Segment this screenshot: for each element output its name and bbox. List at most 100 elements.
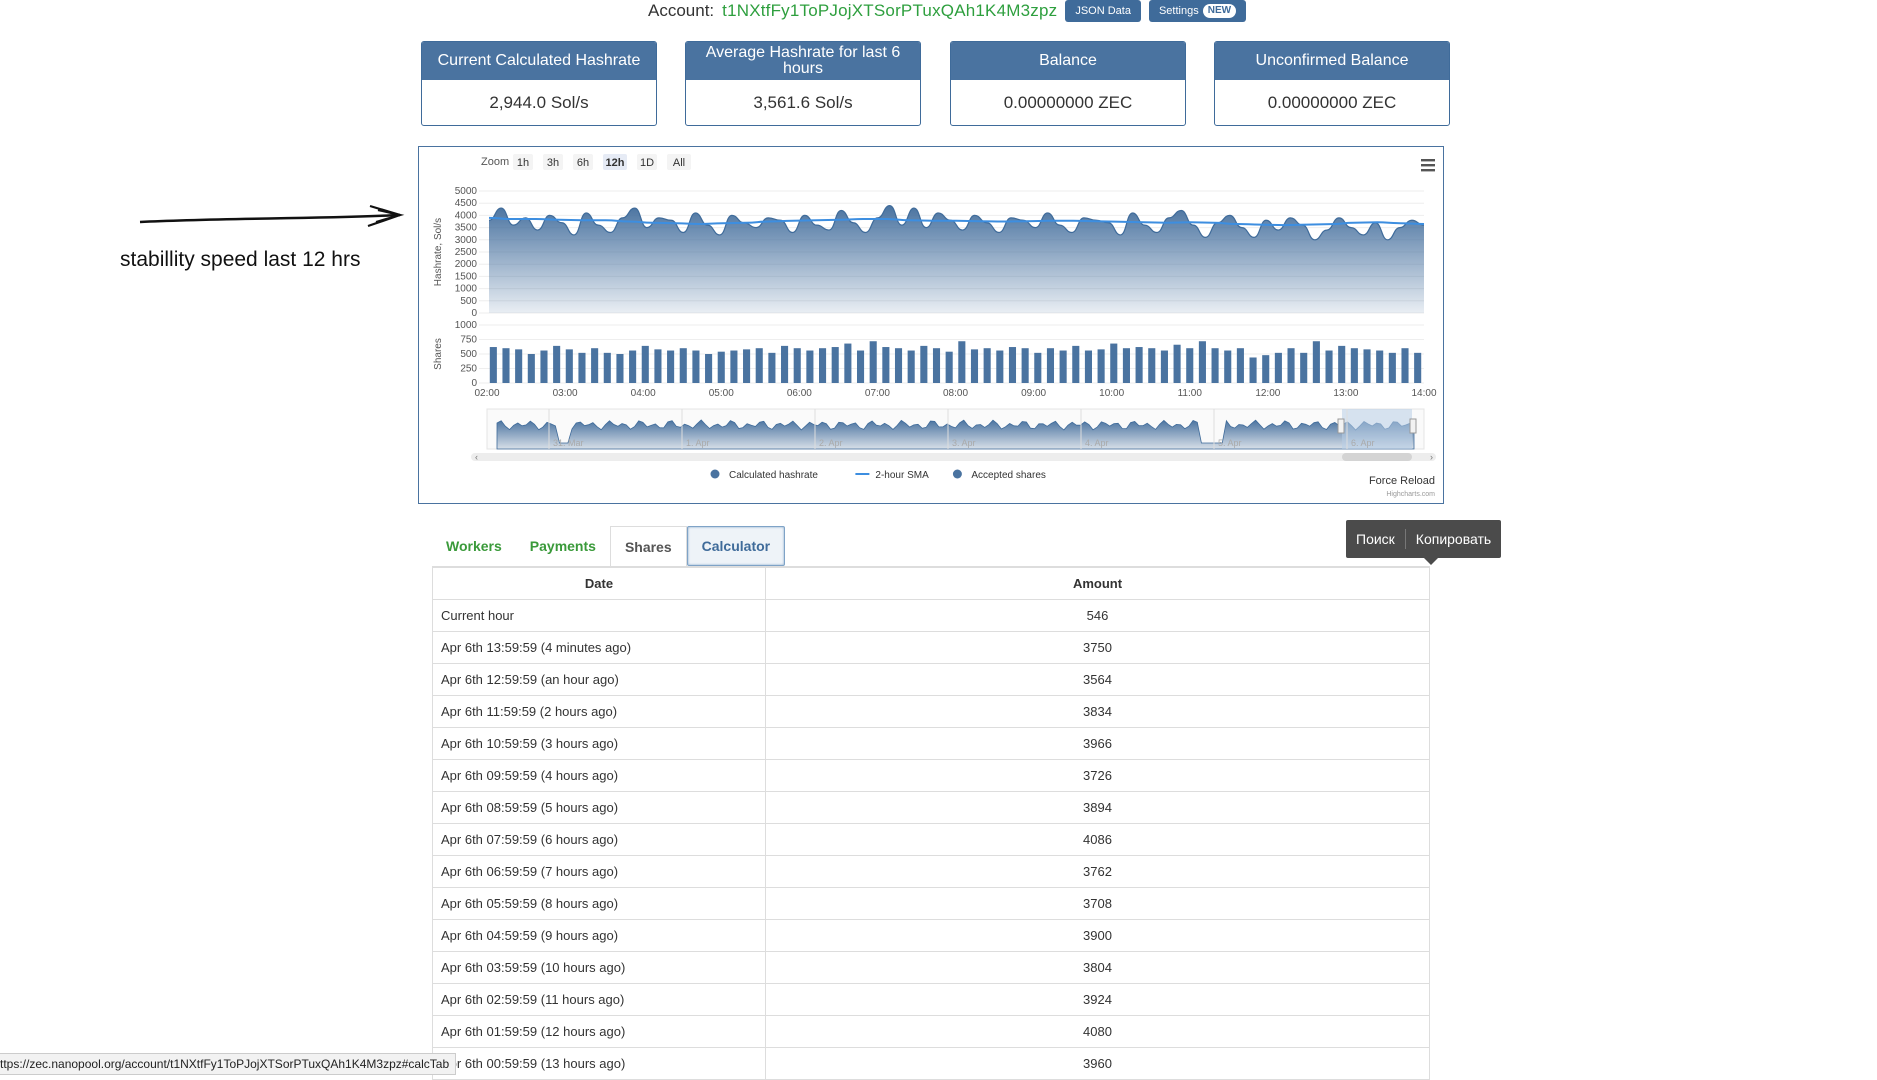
stat-title: Balance: [951, 42, 1185, 80]
share-bar: [1059, 350, 1067, 383]
date-cell: Apr 6th 09:59:59 (4 hours ago): [432, 759, 766, 792]
amount-cell: 4080: [765, 1015, 1430, 1048]
share-bar: [1414, 352, 1422, 383]
tab-payments[interactable]: Payments: [529, 538, 596, 554]
legend-item[interactable]: Calculated hashrate: [729, 470, 818, 481]
share-bar: [1300, 352, 1308, 383]
share-bar: [1072, 345, 1080, 383]
share-bar: [844, 343, 852, 383]
scroll-right-icon[interactable]: ›: [1430, 452, 1433, 462]
share-bar: [743, 349, 751, 383]
zoom-button-6h[interactable]: [573, 154, 593, 170]
table-row: Apr 6th 00:59:59 (13 hours ago) 3960: [432, 1047, 1430, 1080]
json-data-label: JSON Data: [1075, 5, 1131, 17]
hashrate-chart: Zoom 1h 3h 6h 12h 1D All5000450040003500300025…: [433, 154, 1437, 498]
share-bar: [983, 348, 991, 383]
amount-cell: 3708: [765, 887, 1430, 920]
stat-value: 2,944.0 Sol/s: [489, 93, 589, 112]
share-bar: [1021, 348, 1029, 383]
amount-cell: 3924: [765, 983, 1430, 1016]
share-bar: [1084, 350, 1092, 383]
series-line-calculated-hashrate: [488, 205, 1425, 241]
legend-item[interactable]: Accepted shares: [971, 470, 1046, 481]
navigator-handle-left[interactable]: [1337, 418, 1345, 434]
y-axis-title-hashrate: Hashrate, Sol/s: [433, 218, 444, 286]
share-bar: [1338, 345, 1346, 383]
stat-title: Average Hashrate for last 6 hours: [686, 42, 920, 80]
stat-title: Unconfirmed Balance: [1215, 42, 1449, 80]
tab-calculator[interactable]: Calculator: [686, 526, 786, 566]
navigator-scrollbar[interactable]: [471, 453, 1436, 461]
navigator-date-label: 2. Apr: [819, 438, 843, 448]
x-tick-label: 10:00: [1099, 388, 1124, 399]
table-row: Apr 6th 03:59:59 (10 hours ago) 3804: [432, 951, 1430, 984]
y-tick-label: 1500: [455, 271, 478, 282]
series-area-calculated-hashrate: [489, 205, 1424, 313]
zoom-button-label: 12h: [606, 157, 625, 169]
tab-shares[interactable]: Shares: [609, 526, 687, 566]
share-bar: [1160, 350, 1168, 383]
share-bar: [996, 350, 1004, 383]
table-row: Apr 6th 05:59:59 (8 hours ago) 3708: [432, 887, 1430, 920]
account-label: Account:: [648, 1, 715, 20]
share-bar: [869, 341, 877, 383]
share-bar: [1034, 352, 1042, 383]
zoom-button-All[interactable]: [667, 154, 691, 170]
y-tick-label: 2000: [455, 259, 478, 270]
scroll-left-icon[interactable]: ‹: [475, 452, 478, 462]
share-bar: [1224, 350, 1232, 383]
share-bar: [1249, 357, 1257, 383]
y-tick-label: 3500: [455, 223, 478, 234]
navigator-selection[interactable]: [1342, 409, 1412, 449]
search-menu-item[interactable]: Поиск: [1356, 531, 1395, 547]
y-tick-label: 0: [471, 378, 477, 389]
date-cell: Apr 6th 13:59:59 (4 minutes ago): [432, 631, 766, 664]
hamburger-icon[interactable]: [1421, 159, 1435, 162]
stat-title: Current Calculated Hashrate: [422, 42, 656, 80]
zoom-button-1h[interactable]: [513, 154, 533, 170]
date-cell: Apr 6th 06:59:59 (7 hours ago): [432, 855, 766, 888]
amount-cell: 3966: [765, 727, 1430, 760]
tab-workers[interactable]: Workers: [446, 538, 502, 554]
x-tick-label: 12:00: [1255, 388, 1280, 399]
share-bar: [920, 345, 928, 383]
table-row: Apr 6th 11:59:59 (2 hours ago) 3834: [432, 695, 1430, 728]
share-bar: [1236, 348, 1244, 383]
zoom-button-12h[interactable]: [603, 154, 627, 170]
zoom-button-1D[interactable]: [637, 154, 657, 170]
copy-menu-item[interactable]: Копировать: [1415, 531, 1492, 547]
y-tick-label: 4500: [455, 198, 478, 209]
account-id[interactable]: t1NXtfFy1ToPJojXTSorPTuxQAh1K4M3zpz: [722, 1, 1058, 20]
popup-divider: [1404, 529, 1406, 549]
share-bar: [894, 348, 903, 383]
force-reload-link[interactable]: Force Reload: [1369, 475, 1435, 487]
new-badge: NEW: [1202, 4, 1237, 18]
amount-cell: 3960: [765, 1047, 1430, 1080]
share-bar: [1287, 348, 1295, 383]
stat-current-hashrate: Current Calculated Hashrate 2,944.0 Sol/…: [421, 41, 657, 126]
share-bar: [1186, 348, 1194, 383]
column-header-amount: Amount: [765, 567, 1430, 600]
y-tick-label: 250: [460, 364, 477, 375]
json-data-button[interactable]: JSON Data: [1065, 0, 1141, 22]
amount-cell: 3834: [765, 695, 1430, 728]
zoom-button-label: 3h: [547, 157, 559, 169]
context-popup: Поиск Копировать: [1346, 520, 1502, 558]
settings-button[interactable]: Settings NEW: [1148, 0, 1247, 22]
navigator-date-label: 6. Apr: [1351, 438, 1375, 448]
share-bar: [793, 348, 801, 383]
hamburger-icon[interactable]: [1421, 169, 1435, 172]
navigator-handle-right[interactable]: [1409, 418, 1417, 434]
zoom-button-label: 1h: [517, 157, 529, 169]
table-row: Apr 6th 10:59:59 (3 hours ago) 3966: [432, 727, 1430, 760]
x-tick-label: 07:00: [865, 388, 890, 399]
share-bar: [1135, 347, 1143, 383]
annotation-text: stabillity speed last 12 hrs: [120, 248, 361, 271]
share-bar: [1376, 350, 1384, 383]
zoom-button-3h[interactable]: [543, 154, 563, 170]
legend-item[interactable]: 2-hour SMA: [875, 470, 929, 481]
navigator-scrollbar-thumb[interactable]: [1342, 453, 1412, 461]
hamburger-icon[interactable]: [1421, 164, 1435, 167]
share-bar: [502, 348, 510, 383]
share-bar: [692, 350, 700, 383]
